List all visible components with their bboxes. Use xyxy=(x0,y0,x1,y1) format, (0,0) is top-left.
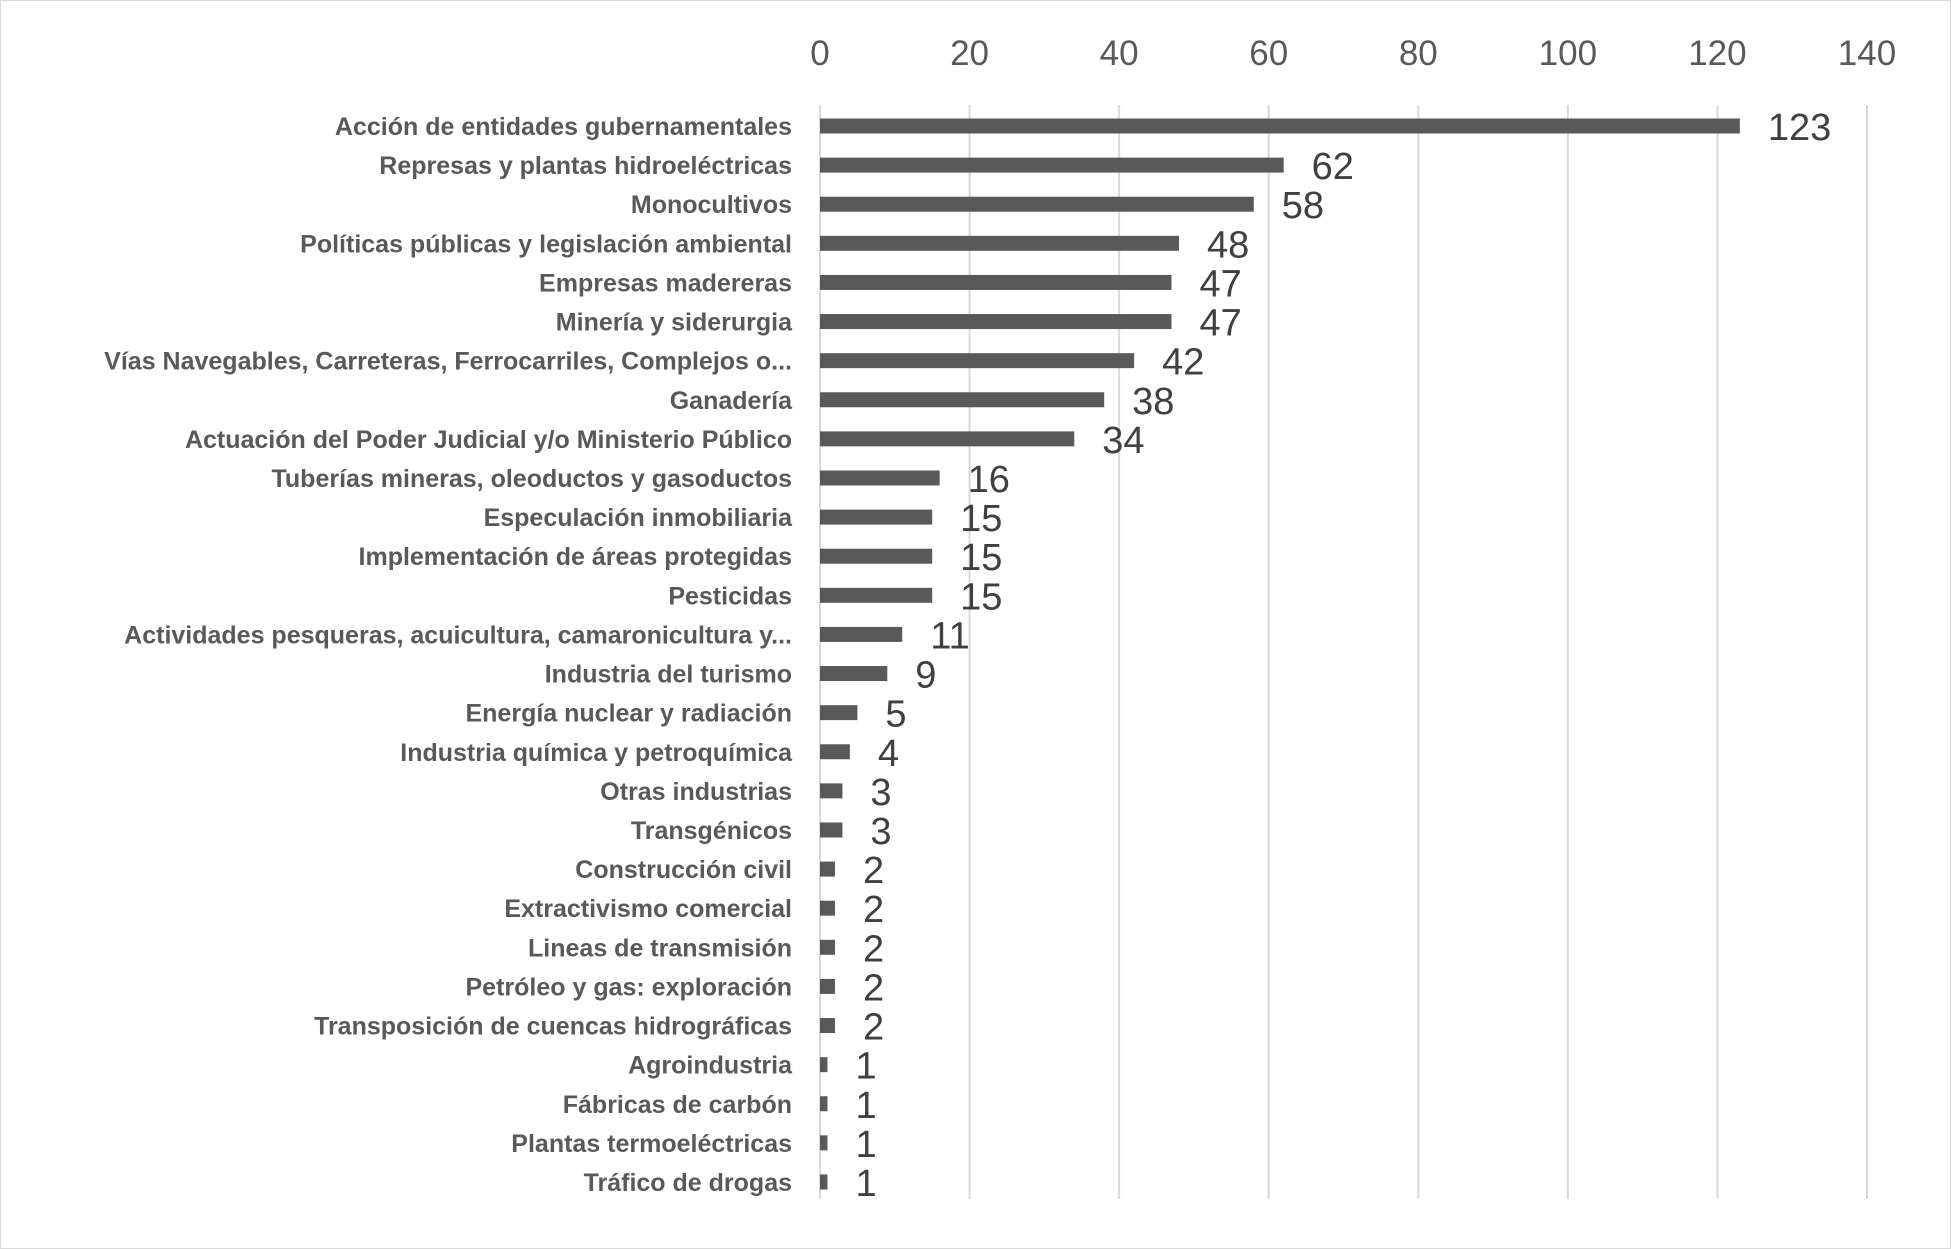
category-label: Vías Navegables, Carreteras, Ferrocarril… xyxy=(104,348,792,376)
bar xyxy=(820,157,1284,173)
data-label: 5 xyxy=(885,694,906,736)
x-tick-label: 100 xyxy=(1539,34,1597,73)
x-tick-label: 0 xyxy=(810,34,829,73)
category-label: Pesticidas xyxy=(668,582,792,610)
category-label: Actuación del Poder Judicial y/o Ministe… xyxy=(185,426,792,454)
data-label: 15 xyxy=(960,498,1002,540)
category-label: Implementación de áreas protegidas xyxy=(359,543,792,571)
data-label: 34 xyxy=(1102,420,1144,462)
data-label: 1 xyxy=(855,1046,876,1088)
data-label: 15 xyxy=(960,576,1002,618)
data-label: 9 xyxy=(915,655,936,697)
category-label: Extractivismo comercial xyxy=(504,895,792,923)
bar xyxy=(820,314,1172,330)
category-label: Energía nuclear y radiación xyxy=(465,700,792,728)
bar xyxy=(820,587,933,603)
data-label: 16 xyxy=(968,459,1010,501)
data-label: 2 xyxy=(863,889,884,931)
bar xyxy=(820,431,1075,447)
bar xyxy=(820,118,1740,134)
category-label: Industria del turismo xyxy=(545,661,792,689)
category-label: Especulación inmobiliaria xyxy=(484,504,794,532)
data-label: 2 xyxy=(863,967,884,1009)
data-label: 2 xyxy=(863,1007,884,1049)
bar xyxy=(820,626,903,642)
category-label: Monocultivos xyxy=(631,191,792,219)
data-label: 42 xyxy=(1162,342,1204,384)
category-label: Minería y siderurgia xyxy=(556,309,793,337)
category-label: Políticas públicas y legislación ambient… xyxy=(300,230,792,258)
x-tick-label: 60 xyxy=(1249,34,1288,73)
data-label: 1 xyxy=(855,1124,876,1166)
data-label: 15 xyxy=(960,537,1002,579)
category-label: Represas y plantas hidroeléctricas xyxy=(379,152,792,180)
category-label: Petróleo y gas: exploración xyxy=(466,973,793,1001)
bar xyxy=(820,822,843,838)
category-label: Fábricas de carbón xyxy=(563,1091,792,1119)
data-label: 4 xyxy=(878,733,899,775)
x-tick-label: 140 xyxy=(1838,34,1896,73)
category-label: Empresas madereras xyxy=(539,269,792,297)
category-label: Actividades pesqueras, acuicultura, cama… xyxy=(124,621,792,649)
data-label: 1 xyxy=(855,1085,876,1127)
x-tick-label: 80 xyxy=(1399,34,1438,73)
data-label: 3 xyxy=(870,772,891,814)
data-label: 47 xyxy=(1199,263,1241,305)
bar xyxy=(820,235,1179,251)
category-label: Transposición de cuencas hidrográficas xyxy=(314,1013,792,1041)
data-label: 2 xyxy=(863,928,884,970)
category-label: Tráfico de drogas xyxy=(584,1169,792,1197)
category-label: Construcción civil xyxy=(575,856,792,884)
bar xyxy=(820,1096,828,1112)
bar xyxy=(820,666,888,682)
category-label: Plantas termoeléctricas xyxy=(511,1130,792,1158)
bar xyxy=(820,783,843,799)
bar xyxy=(820,509,933,525)
bar xyxy=(820,1018,835,1034)
data-label: 47 xyxy=(1199,303,1241,345)
bar xyxy=(820,1057,828,1073)
data-label: 2 xyxy=(863,850,884,892)
category-label: Acción de entidades gubernamentales xyxy=(335,113,792,141)
bar xyxy=(820,861,835,877)
bar xyxy=(820,353,1135,369)
bar xyxy=(820,274,1172,290)
bar xyxy=(820,548,933,564)
bar xyxy=(820,1135,828,1151)
data-label: 123 xyxy=(1768,107,1831,149)
category-label: Lineas de transmisión xyxy=(528,934,792,962)
bar xyxy=(820,392,1105,408)
bar xyxy=(820,744,850,760)
bar xyxy=(820,196,1254,212)
category-label: Otras industrias xyxy=(600,778,792,806)
category-label: Agroindustria xyxy=(628,1052,793,1080)
data-label: 58 xyxy=(1282,185,1324,227)
x-tick-label: 20 xyxy=(950,34,989,73)
category-label: Ganadería xyxy=(670,387,793,415)
bar xyxy=(820,978,835,994)
bar xyxy=(820,1174,828,1190)
category-label: Tuberías mineras, oleoductos y gasoducto… xyxy=(272,465,793,493)
data-label: 1 xyxy=(855,1163,876,1205)
data-label: 11 xyxy=(930,615,969,657)
data-label: 3 xyxy=(870,811,891,853)
bar xyxy=(820,900,835,916)
category-label: Transgénicos xyxy=(631,817,792,845)
bar xyxy=(820,705,858,721)
bar xyxy=(820,470,940,486)
x-tick-label: 120 xyxy=(1688,34,1746,73)
data-label: 38 xyxy=(1132,381,1174,423)
data-label: 48 xyxy=(1207,224,1249,266)
category-label: Industria química y petroquímica xyxy=(400,739,793,767)
bar xyxy=(820,939,835,955)
x-tick-label: 40 xyxy=(1100,34,1139,73)
data-label: 62 xyxy=(1312,146,1354,188)
